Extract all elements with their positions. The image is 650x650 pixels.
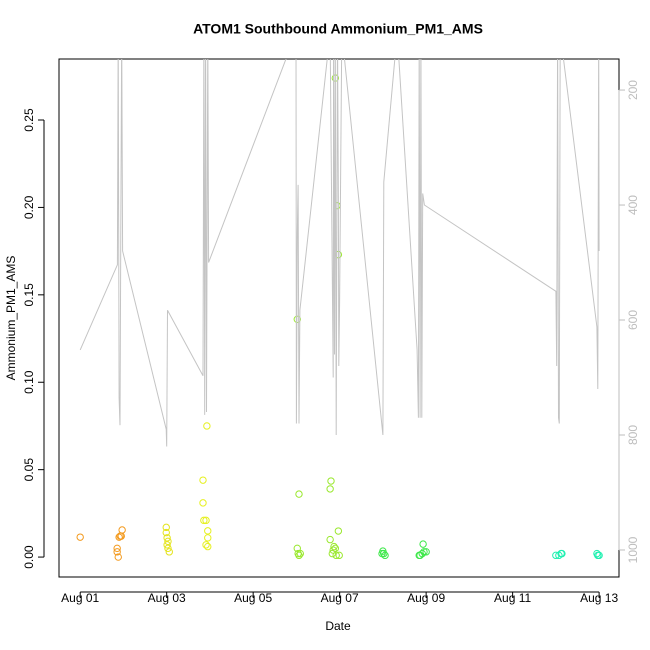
- point: [164, 537, 172, 546]
- point: [203, 422, 211, 430]
- point: [295, 490, 303, 498]
- point: [202, 541, 210, 549]
- point: [164, 544, 172, 553]
- point: [204, 542, 212, 551]
- point: [420, 548, 428, 556]
- point: [113, 548, 121, 556]
- chart-title: ATOM1 Southbound Ammonium_PM1_AMS: [193, 21, 483, 37]
- point: [422, 548, 430, 556]
- y-tick-label: 0.00: [22, 545, 36, 569]
- x-tick-label: Aug 09: [407, 591, 445, 605]
- point: [202, 516, 210, 525]
- point: [163, 534, 171, 542]
- x-axis-label: Date: [325, 619, 351, 633]
- y2-tick-label: 800: [626, 425, 640, 445]
- point: [200, 516, 208, 525]
- x-tick-label: Aug 13: [580, 591, 618, 605]
- point: [199, 499, 207, 507]
- y2-tick-label: 400: [626, 195, 640, 215]
- point: [558, 549, 566, 558]
- x-tick-label: Aug 05: [234, 591, 272, 605]
- point: [162, 523, 170, 532]
- y2-tick-label: 600: [626, 310, 640, 330]
- y-tick-label: 0.10: [22, 370, 36, 394]
- y2-tick-label: 1000: [626, 536, 640, 563]
- y-tick-label: 0.20: [22, 195, 36, 219]
- x-tick-label: Aug 11: [494, 591, 531, 605]
- y-tick-label: 0.25: [22, 108, 36, 132]
- point: [114, 553, 122, 561]
- altitude-line: [79, 59, 600, 447]
- point: [162, 528, 170, 537]
- point: [326, 535, 334, 544]
- point: [330, 542, 338, 551]
- point: [204, 534, 212, 542]
- point: [335, 551, 343, 560]
- y-tick-label: 0.15: [22, 283, 36, 307]
- x-tick-label: Aug 03: [148, 591, 186, 605]
- point: [326, 485, 334, 493]
- point: [118, 526, 126, 534]
- x-tick-label: Aug 07: [321, 591, 359, 605]
- x-tick-label: Aug 01: [61, 591, 99, 605]
- y-axis-label: Ammonium_PM1_AMS: [4, 256, 18, 381]
- point: [204, 527, 212, 535]
- point: [332, 551, 340, 560]
- point: [328, 549, 336, 558]
- point: [296, 549, 304, 558]
- plot-area: [76, 59, 603, 561]
- point: [199, 476, 207, 484]
- point: [163, 541, 171, 549]
- y-tick-label: 0.05: [22, 458, 36, 482]
- point: [76, 533, 84, 541]
- point: [419, 540, 427, 548]
- point: [334, 527, 343, 535]
- point: [415, 551, 423, 560]
- point: [113, 544, 121, 553]
- y2-tick-label: 200: [626, 80, 640, 100]
- point: [378, 549, 386, 558]
- point: [327, 477, 335, 485]
- point: [594, 551, 602, 560]
- point: [295, 551, 303, 560]
- point: [165, 548, 173, 556]
